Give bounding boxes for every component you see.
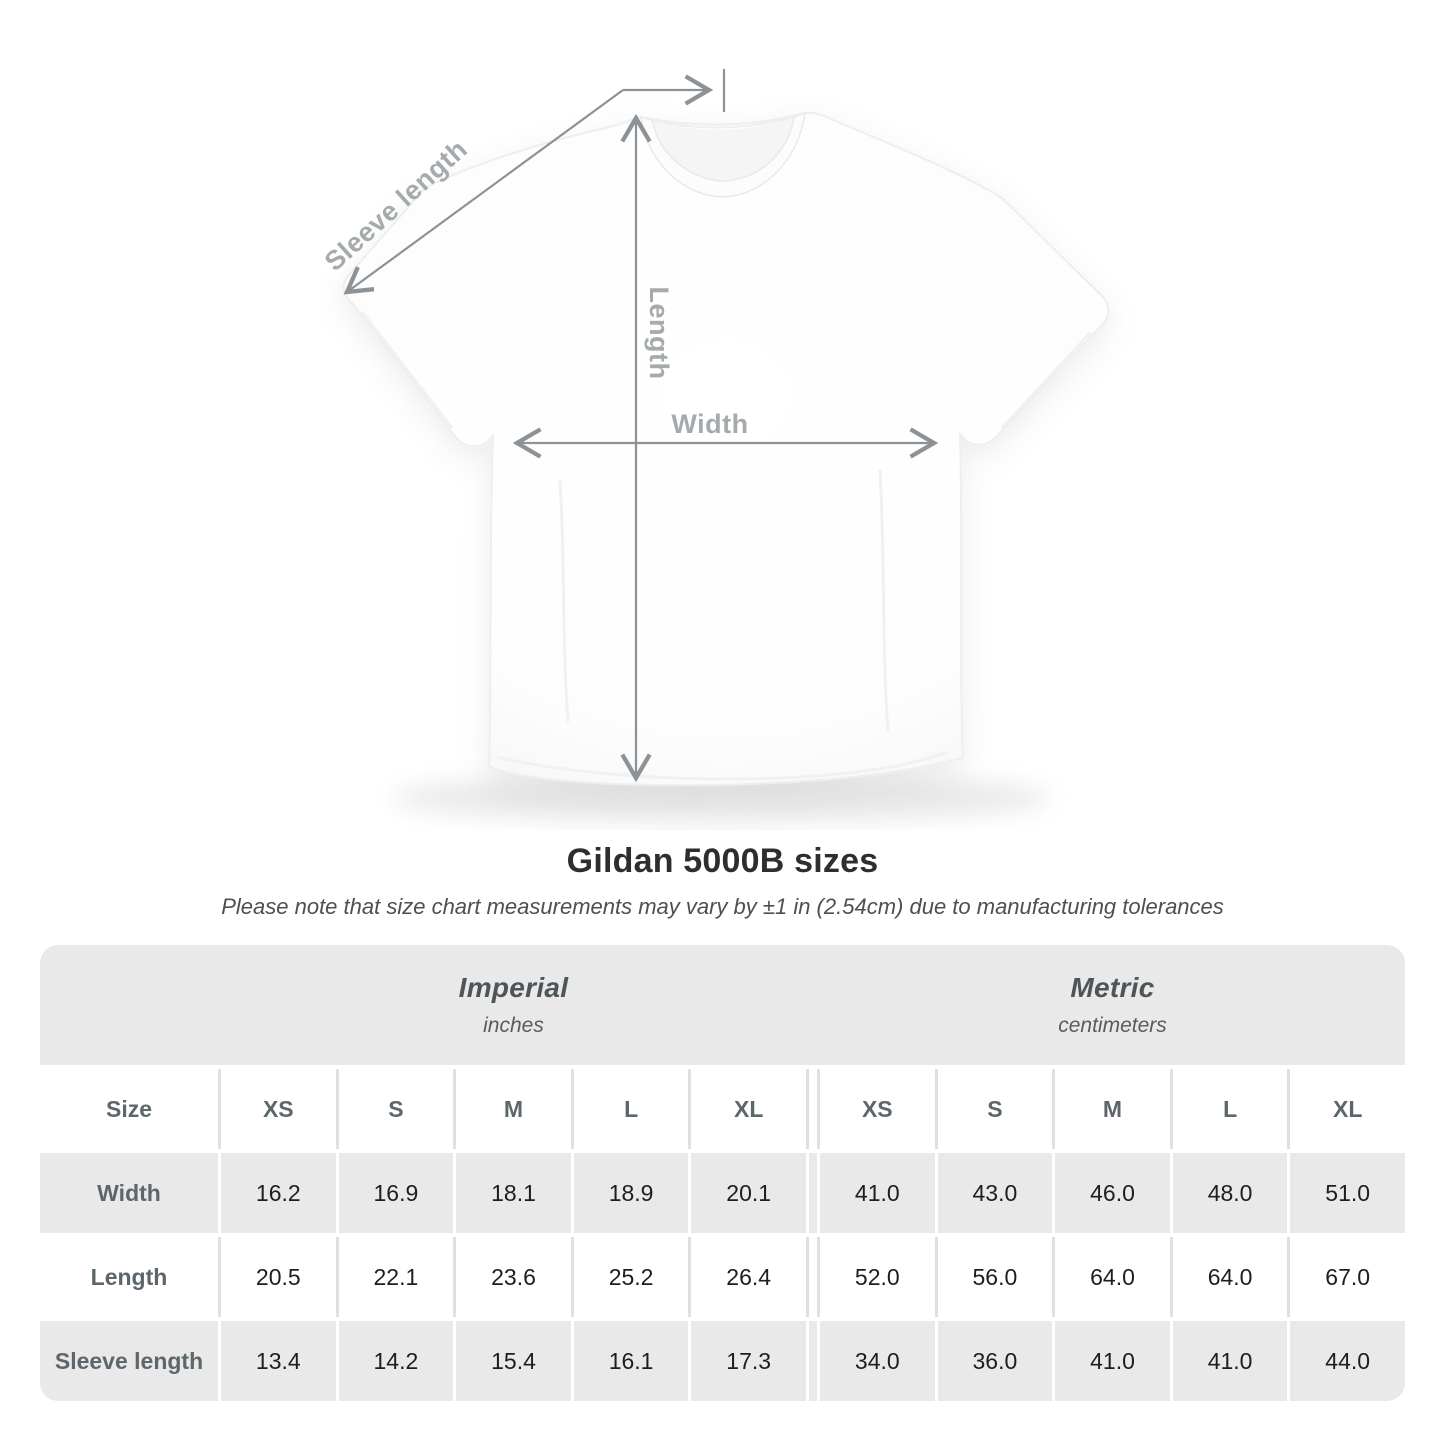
size-header-row: Size XS S M L XL XS S M L XL xyxy=(40,1069,1405,1149)
tshirt-measurement-diagram: Sleeve length Length Width xyxy=(319,69,1110,822)
length-label: Length xyxy=(644,287,674,380)
length-metric-s: 56.0 xyxy=(937,1237,1053,1317)
sleeve-length-row: Sleeve length 13.4 14.2 15.4 16.1 17.3 3… xyxy=(40,1321,1405,1401)
width-row: Width 16.2 16.9 18.1 18.9 20.1 41.0 43.0… xyxy=(40,1153,1405,1233)
imperial-label: Imperial xyxy=(458,972,569,1003)
metric-label: Metric xyxy=(1070,972,1155,1003)
width-metric-xl: 51.0 xyxy=(1290,1153,1405,1233)
length-metric-l: 64.0 xyxy=(1172,1237,1288,1317)
column-group-gap xyxy=(808,1153,817,1233)
sleeve-metric-m: 41.0 xyxy=(1055,1321,1170,1401)
shirt-ground-shadow xyxy=(392,774,1052,822)
width-imperial-xs: 16.2 xyxy=(221,1153,336,1233)
page-title: Gildan 5000B sizes xyxy=(566,842,879,880)
col-metric-s: S xyxy=(937,1069,1053,1149)
column-group-gap xyxy=(808,1237,817,1317)
measurement-lines xyxy=(343,69,939,783)
metric-unit-header: Metric centimeters xyxy=(820,972,1405,1038)
sleeve-row-label: Sleeve length xyxy=(40,1321,218,1401)
sleeve-imperial-s: 14.2 xyxy=(338,1321,454,1401)
metric-unit: centimeters xyxy=(1058,1014,1167,1037)
width-imperial-xl: 20.1 xyxy=(691,1153,806,1233)
sleeve-imperial-xs: 13.4 xyxy=(221,1321,336,1401)
size-header-cell: Size xyxy=(40,1069,218,1149)
width-row-label: Width xyxy=(40,1153,218,1233)
collar-opening xyxy=(652,117,794,181)
length-imperial-xs: 20.5 xyxy=(221,1237,336,1317)
col-imperial-xs: XS xyxy=(221,1069,336,1149)
sleeve-imperial-xl: 17.3 xyxy=(691,1321,806,1401)
length-imperial-s: 22.1 xyxy=(338,1237,454,1317)
fabric-fold-lines xyxy=(360,311,1093,781)
length-imperial-xl: 26.4 xyxy=(691,1237,806,1317)
collar-back-rim xyxy=(640,112,806,129)
width-metric-m: 46.0 xyxy=(1055,1153,1170,1233)
column-group-gap xyxy=(808,1321,817,1401)
tshirt-shape xyxy=(342,111,1110,787)
tolerance-note: Please note that size chart measurements… xyxy=(221,894,1224,919)
col-imperial-l: L xyxy=(573,1069,689,1149)
width-metric-l: 48.0 xyxy=(1172,1153,1288,1233)
width-imperial-l: 18.9 xyxy=(573,1153,689,1233)
sleeve-metric-xl: 44.0 xyxy=(1290,1321,1405,1401)
col-imperial-xl: XL xyxy=(691,1069,806,1149)
col-imperial-m: M xyxy=(456,1069,571,1149)
width-metric-s: 43.0 xyxy=(937,1153,1053,1233)
sleeve-imperial-m: 15.4 xyxy=(456,1321,571,1401)
length-metric-m: 64.0 xyxy=(1055,1237,1170,1317)
imperial-unit: inches xyxy=(483,1014,544,1037)
col-metric-xs: XS xyxy=(819,1069,935,1149)
length-imperial-l: 25.2 xyxy=(573,1237,689,1317)
sleeve-metric-l: 41.0 xyxy=(1172,1321,1288,1401)
width-imperial-m: 18.1 xyxy=(456,1153,571,1233)
width-imperial-s: 16.9 xyxy=(338,1153,454,1233)
size-table: Imperial inches Metric centimeters Size … xyxy=(40,945,1405,1401)
imperial-unit-header: Imperial inches xyxy=(221,972,806,1038)
length-metric-xl: 67.0 xyxy=(1290,1237,1405,1317)
col-metric-m: M xyxy=(1055,1069,1170,1149)
length-imperial-m: 23.6 xyxy=(456,1237,571,1317)
length-row-label: Length xyxy=(40,1237,218,1317)
col-metric-xl: XL xyxy=(1290,1069,1405,1149)
column-group-gap xyxy=(808,1069,817,1149)
width-metric-xs: 41.0 xyxy=(819,1153,935,1233)
col-metric-l: L xyxy=(1172,1069,1288,1149)
tshirt-illustration: Sleeve length Length Width xyxy=(319,69,1110,822)
units-header-band: Imperial inches Metric centimeters xyxy=(40,945,1405,1065)
sleeve-metric-xs: 34.0 xyxy=(819,1321,935,1401)
length-row: Length 20.5 22.1 23.6 25.2 26.4 52.0 56.… xyxy=(40,1237,1405,1317)
sleeve-imperial-l: 16.1 xyxy=(573,1321,689,1401)
sleeve-arrow-diagonal xyxy=(343,89,624,295)
length-metric-xs: 52.0 xyxy=(819,1237,935,1317)
sleeve-metric-s: 36.0 xyxy=(937,1321,1053,1401)
col-imperial-s: S xyxy=(338,1069,454,1149)
width-label: Width xyxy=(671,409,748,439)
